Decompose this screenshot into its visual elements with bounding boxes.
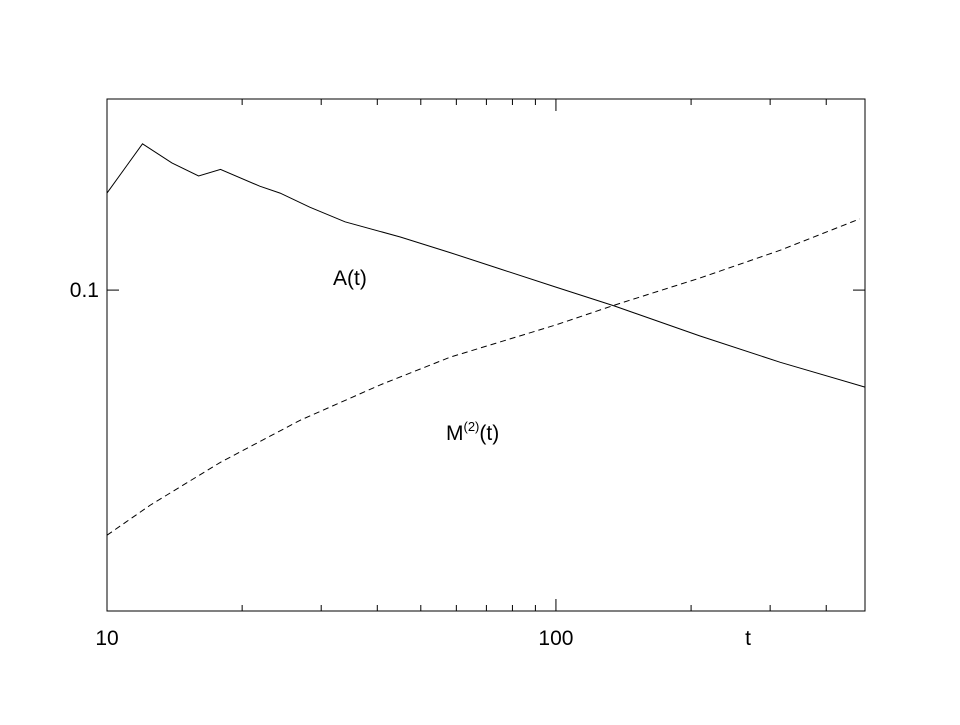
series-label-part: (2) [464, 419, 480, 434]
y-tick-label: 0.1 [70, 279, 99, 302]
plot-frame [106, 98, 866, 612]
series-label-part: M [446, 422, 464, 445]
series-label-part: (t) [479, 422, 499, 445]
series-label: M(2)(t) [446, 419, 499, 445]
series-label: A(t) [333, 267, 367, 290]
line-series [106, 218, 860, 536]
x-tick-label: 100 [538, 627, 573, 650]
line-series [106, 143, 866, 388]
x-tick-label: 10 [95, 627, 118, 650]
x-axis-label: t [745, 627, 751, 650]
